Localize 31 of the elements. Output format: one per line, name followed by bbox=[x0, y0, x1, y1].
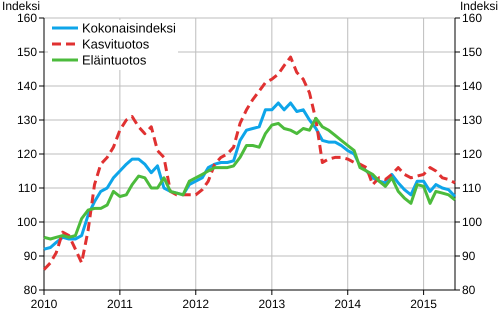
line-series bbox=[42, 56, 456, 272]
y2-tick-label: 80 bbox=[462, 283, 476, 298]
x-tick-label: 2012 bbox=[182, 297, 210, 311]
y2-tick-label: 130 bbox=[462, 113, 482, 128]
y2-tick-label: 160 bbox=[462, 11, 482, 26]
y2-tick-label: 120 bbox=[462, 147, 482, 162]
y2-tick-label: 100 bbox=[462, 215, 482, 230]
line-series bbox=[42, 116, 456, 240]
y-tick-label: 150 bbox=[16, 45, 38, 60]
y2-tick-label: 150 bbox=[462, 45, 482, 60]
y2-tick-label: 140 bbox=[462, 79, 482, 94]
y-tick-label: 120 bbox=[16, 147, 38, 162]
y-tick-label: 90 bbox=[24, 249, 38, 264]
x-tick-label: 2015 bbox=[410, 297, 438, 311]
x-tick-label: 2011 bbox=[106, 297, 134, 311]
x-tick-label: 2013 bbox=[258, 297, 286, 311]
x-tick-label: 2010 bbox=[30, 297, 58, 311]
y-tick-label: 80 bbox=[24, 283, 38, 298]
y-tick-label: 130 bbox=[16, 113, 38, 128]
legend-label: Eläintuotos bbox=[82, 52, 147, 68]
y-tick-label: 140 bbox=[16, 79, 38, 94]
y-axis-title: Indeksi bbox=[2, 0, 40, 13]
x-tick-label: 2014 bbox=[334, 297, 362, 311]
y2-axis-title: Indeksi bbox=[460, 0, 498, 13]
legend-label: Kasvituotos bbox=[82, 36, 150, 52]
y-tick-label: 110 bbox=[18, 181, 38, 196]
y2-tick-label: 90 bbox=[462, 249, 476, 264]
legend-label: Kokonaisindeksi bbox=[82, 20, 176, 36]
y2-tick-label: 110 bbox=[462, 181, 482, 196]
y-tick-label: 100 bbox=[16, 215, 38, 230]
y-tick-label: 160 bbox=[16, 11, 38, 26]
